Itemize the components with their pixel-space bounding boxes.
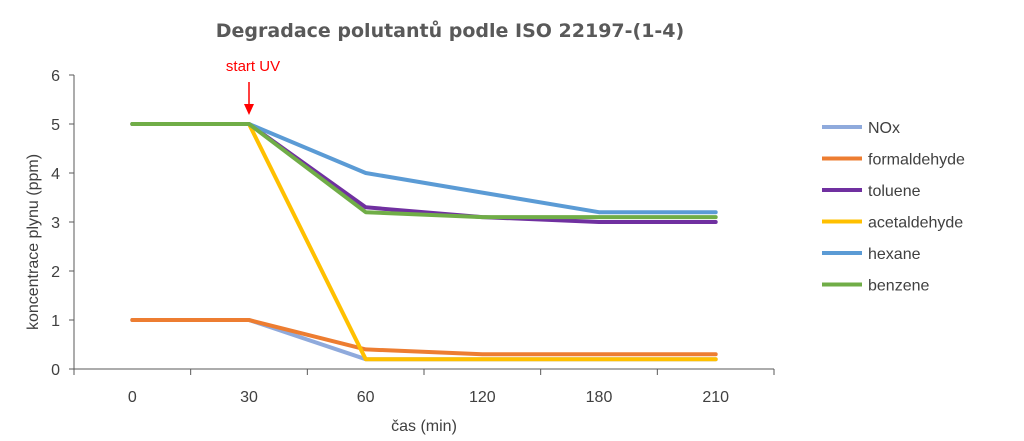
- y-tick-label: 6: [51, 68, 60, 85]
- x-tick-label: 60: [357, 389, 375, 406]
- x-tick-label: 30: [240, 389, 258, 406]
- y-tick-label: 3: [51, 215, 60, 232]
- legend-label-nox: NOx: [868, 120, 900, 137]
- legend-label-acetaldehyde: acetaldehyde: [868, 215, 963, 232]
- x-tick-label: 210: [702, 389, 729, 406]
- legend-label-toluene: toluene: [868, 183, 921, 200]
- annotation-start-uv: start UV: [226, 58, 280, 75]
- legend-label-benzene: benzene: [868, 278, 929, 295]
- chart-title: Degradace polutantů podle ISO 22197-(1-4…: [216, 19, 684, 42]
- y-tick-label: 4: [51, 166, 60, 183]
- series-line-acetaldehyde: [130, 122, 718, 362]
- x-axis-label: čas (min): [391, 418, 457, 435]
- y-tick-label: 0: [51, 362, 60, 379]
- y-tick-label: 1: [51, 313, 60, 330]
- annotation-arrow-head: [244, 104, 254, 115]
- legend-label-formaldehyde: formaldehyde: [868, 152, 965, 169]
- series-line-benzene: [130, 122, 718, 220]
- series-layer: [130, 122, 718, 362]
- annotation-layer: start UV: [226, 58, 280, 115]
- y-tick-label: 5: [51, 117, 60, 134]
- series-line-hexane: [130, 122, 718, 215]
- series-line-formaldehyde: [130, 318, 718, 357]
- legend-label-hexane: hexane: [868, 246, 921, 263]
- series-line-toluene: [130, 122, 718, 224]
- y-tick-label: 2: [51, 264, 60, 281]
- y-axis-label: koncentrace plynu (ppm): [25, 154, 42, 330]
- x-tick-label: 120: [469, 389, 496, 406]
- legend: NOx formaldehyde toluene acetaldehyde hexane…: [822, 120, 965, 295]
- x-tick-label: 180: [586, 389, 613, 406]
- x-tick-label: 0: [128, 389, 137, 406]
